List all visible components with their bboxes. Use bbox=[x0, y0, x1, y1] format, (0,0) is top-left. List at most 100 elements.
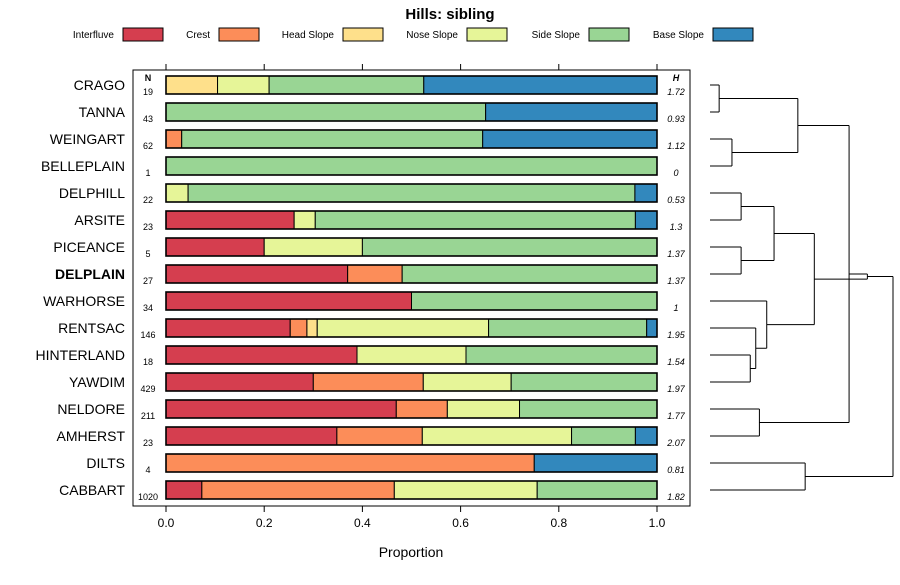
bar-segment-tanna-base-slope bbox=[485, 102, 658, 122]
bar-outline-cabbart bbox=[165, 480, 658, 500]
bar-outline-delplain bbox=[165, 264, 658, 284]
legend-label-nose-slope: Nose Slope bbox=[406, 30, 458, 41]
h-value: 0.93 bbox=[667, 114, 685, 124]
n-value: 62 bbox=[143, 141, 153, 151]
h-value: 1.3 bbox=[670, 222, 683, 232]
bar-segment-neldore-interfluve bbox=[165, 399, 397, 419]
bar-segment-hinterland-side-slope bbox=[465, 345, 658, 365]
bar-segment-arsite-base-slope bbox=[634, 210, 658, 230]
bar-segment-weingart-base-slope bbox=[482, 129, 658, 149]
bar-segment-hinterland-interfluve bbox=[165, 345, 358, 365]
h-value: 1.12 bbox=[667, 141, 685, 151]
bar-segment-warhorse-side-slope bbox=[411, 291, 658, 311]
row-label-hinterland: HINTERLAND bbox=[36, 347, 125, 363]
bar-outline-piceance bbox=[165, 237, 658, 257]
h-value: 0.81 bbox=[667, 465, 685, 475]
bar-segment-rentsac-head-slope bbox=[306, 318, 318, 338]
bar-segment-amherst-nose-slope bbox=[421, 426, 573, 446]
bar-segment-cabbart-crest bbox=[201, 480, 395, 500]
row-label-arsite: ARSITE bbox=[74, 212, 125, 228]
legend-label-crest: Crest bbox=[186, 30, 210, 41]
bar-outline-yawdim bbox=[165, 372, 658, 392]
dendrogram bbox=[710, 84, 894, 491]
bar-outline-arsite bbox=[165, 210, 658, 230]
n-value: 43 bbox=[143, 114, 153, 124]
h-value: 1.72 bbox=[667, 87, 685, 97]
bar-segment-amherst-crest bbox=[336, 426, 423, 446]
row-label-delplain: DELPLAIN bbox=[55, 266, 125, 282]
x-axis-label: Proportion bbox=[379, 544, 444, 560]
row-label-crago: CRAGO bbox=[74, 77, 125, 93]
n-value: 27 bbox=[143, 276, 153, 286]
row-label-tanna: TANNA bbox=[79, 104, 126, 120]
bar-segment-delphill-side-slope bbox=[187, 183, 636, 203]
bar-segment-piceance-side-slope bbox=[361, 237, 658, 257]
bar-outline-dilts bbox=[165, 453, 658, 473]
bar-outline-tanna bbox=[165, 102, 658, 122]
bar-segment-cabbart-interfluve bbox=[165, 480, 203, 500]
n-value: 146 bbox=[140, 330, 155, 340]
n-column-header: N bbox=[145, 73, 152, 83]
bar-segment-neldore-side-slope bbox=[519, 399, 658, 419]
bar-outline-amherst bbox=[165, 426, 658, 446]
n-value: 22 bbox=[143, 195, 153, 205]
h-value: 1.97 bbox=[667, 384, 686, 394]
legend-label-interfluve: Interfluve bbox=[73, 30, 115, 41]
n-value: 18 bbox=[143, 357, 153, 367]
bar-segment-amherst-base-slope bbox=[634, 426, 658, 446]
bar-segment-crago-base-slope bbox=[423, 75, 658, 95]
x-axis: 0.0 0.2 0.4 0.6 0.8 1.0 bbox=[158, 64, 666, 530]
legend-swatch-crest bbox=[218, 27, 260, 42]
x-tick-label: 0.6 bbox=[452, 516, 469, 530]
row-label-dilts: DILTS bbox=[86, 455, 125, 471]
bar-outline-neldore bbox=[165, 399, 658, 419]
legend-swatch-side-slope bbox=[588, 27, 630, 42]
bar-outline-warhorse bbox=[165, 291, 658, 311]
bar-segment-dilts-base-slope bbox=[533, 453, 658, 473]
bar-outline-crago bbox=[165, 75, 658, 95]
n-value: 429 bbox=[140, 384, 155, 394]
bar-segment-arsite-side-slope bbox=[314, 210, 636, 230]
h-value: 1.54 bbox=[667, 357, 685, 367]
bar-segment-piceance-interfluve bbox=[165, 237, 265, 257]
bar-outline-weingart bbox=[165, 129, 658, 149]
h-value: 1.37 bbox=[667, 249, 686, 259]
h-value: 1.95 bbox=[667, 330, 686, 340]
legend-label-head-slope: Head Slope bbox=[282, 30, 335, 41]
bar-segment-tanna-side-slope bbox=[165, 102, 487, 122]
bar-segment-neldore-nose-slope bbox=[446, 399, 521, 419]
bar-segment-weingart-side-slope bbox=[181, 129, 484, 149]
h-value: 0 bbox=[673, 168, 678, 178]
n-value: 19 bbox=[143, 87, 153, 97]
bar-segment-rentsac-side-slope bbox=[488, 318, 648, 338]
row-label-belleplain: BELLEPLAIN bbox=[41, 158, 125, 174]
bar-outline-hinterland bbox=[165, 345, 658, 365]
bar-segment-yawdim-nose-slope bbox=[422, 372, 512, 392]
chart-title: Hills: sibling bbox=[405, 6, 494, 23]
row-label-warhorse: WARHORSE bbox=[43, 293, 125, 309]
bar-segment-warhorse-interfluve bbox=[165, 291, 412, 311]
n-value: 1 bbox=[145, 168, 150, 178]
n-value: 23 bbox=[143, 222, 153, 232]
legend-swatch-interfluve bbox=[122, 27, 164, 42]
bar-segment-arsite-interfluve bbox=[165, 210, 295, 230]
legend: Interfluve Crest Head Slope Nose Slope Side … bbox=[73, 27, 754, 42]
bar-segment-dilts-crest bbox=[165, 453, 535, 473]
bar-segment-delplain-crest bbox=[347, 264, 403, 284]
h-value: 1.77 bbox=[667, 411, 686, 421]
bar-segment-hinterland-nose-slope bbox=[356, 345, 467, 365]
bar-segment-amherst-interfluve bbox=[165, 426, 338, 446]
n-value: 1020 bbox=[138, 492, 158, 502]
x-tick-label: 1.0 bbox=[649, 516, 666, 530]
n-value: 211 bbox=[141, 411, 155, 421]
x-tick-label: 0.0 bbox=[158, 516, 175, 530]
row-label-delphill: DELPHILL bbox=[59, 185, 125, 201]
legend-label-base-slope: Base Slope bbox=[653, 30, 705, 41]
h-value: 0.53 bbox=[667, 195, 685, 205]
h-value: 1 bbox=[673, 303, 678, 313]
h-column-header: H bbox=[673, 73, 680, 83]
bar-segment-neldore-crest bbox=[395, 399, 448, 419]
x-tick-label: 0.8 bbox=[550, 516, 567, 530]
